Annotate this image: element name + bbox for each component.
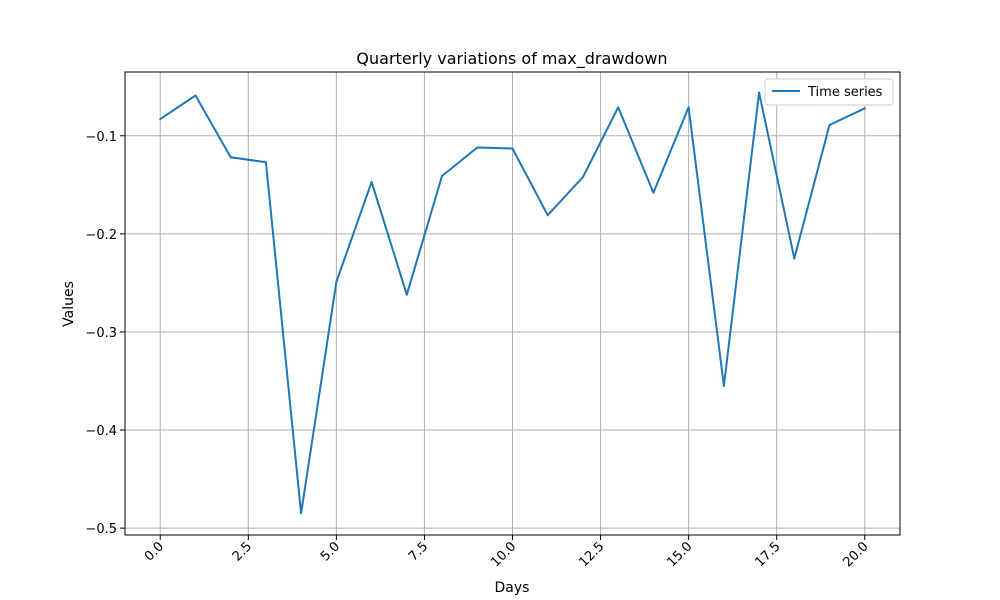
data-point xyxy=(229,156,232,159)
x-axis-label: Days xyxy=(495,580,530,596)
data-point xyxy=(581,175,584,178)
y-tick-label: −0.5 xyxy=(85,522,117,537)
data-point xyxy=(476,146,479,149)
x-tick-label: 0.0 xyxy=(142,539,167,564)
series-layer xyxy=(159,91,866,515)
chart-title: Quarterly variations of max_drawdown xyxy=(356,49,667,69)
x-tick-label: 7.5 xyxy=(406,539,431,564)
grid-lines xyxy=(125,72,900,535)
data-point xyxy=(335,280,338,283)
x-tick-label: 5.0 xyxy=(318,539,343,564)
data-point xyxy=(159,118,162,121)
data-point xyxy=(652,191,655,194)
x-tick-label: 17.5 xyxy=(752,539,783,570)
x-tick-label: 2.5 xyxy=(230,539,255,564)
data-point xyxy=(441,174,444,177)
y-tick-label: −0.2 xyxy=(85,228,117,243)
data-point xyxy=(194,94,197,97)
data-point xyxy=(617,106,620,109)
data-point xyxy=(758,91,761,94)
x-tick-label: 10.0 xyxy=(488,539,519,570)
data-point xyxy=(405,293,408,296)
x-tick-label: 20.0 xyxy=(841,539,872,570)
legend-box xyxy=(764,78,894,106)
y-tick-label: −0.1 xyxy=(85,130,117,145)
data-point xyxy=(511,147,514,150)
y-tick-label: −0.4 xyxy=(85,424,117,439)
legend-entry-time-series: Time series xyxy=(807,85,883,100)
data-point xyxy=(793,257,796,260)
axis-ticks: 0.0 2.5 5.0 7.5 10.0 12.5 15.0 17.5 20.0 −0.5 −0.4… xyxy=(85,130,871,571)
y-tick-label: −0.3 xyxy=(85,326,117,341)
y-axis-label: Values xyxy=(61,281,77,327)
data-point xyxy=(546,214,549,217)
x-tick-label: 15.0 xyxy=(664,539,695,570)
data-point xyxy=(722,384,725,387)
data-point xyxy=(264,161,267,164)
data-point xyxy=(300,512,303,515)
data-point xyxy=(863,107,866,110)
data-point xyxy=(687,106,690,109)
data-point xyxy=(370,180,373,183)
legend: Time series xyxy=(764,78,894,106)
plot-area-frame xyxy=(124,71,901,536)
data-point xyxy=(828,123,831,126)
x-tick-label: 12.5 xyxy=(576,539,607,570)
